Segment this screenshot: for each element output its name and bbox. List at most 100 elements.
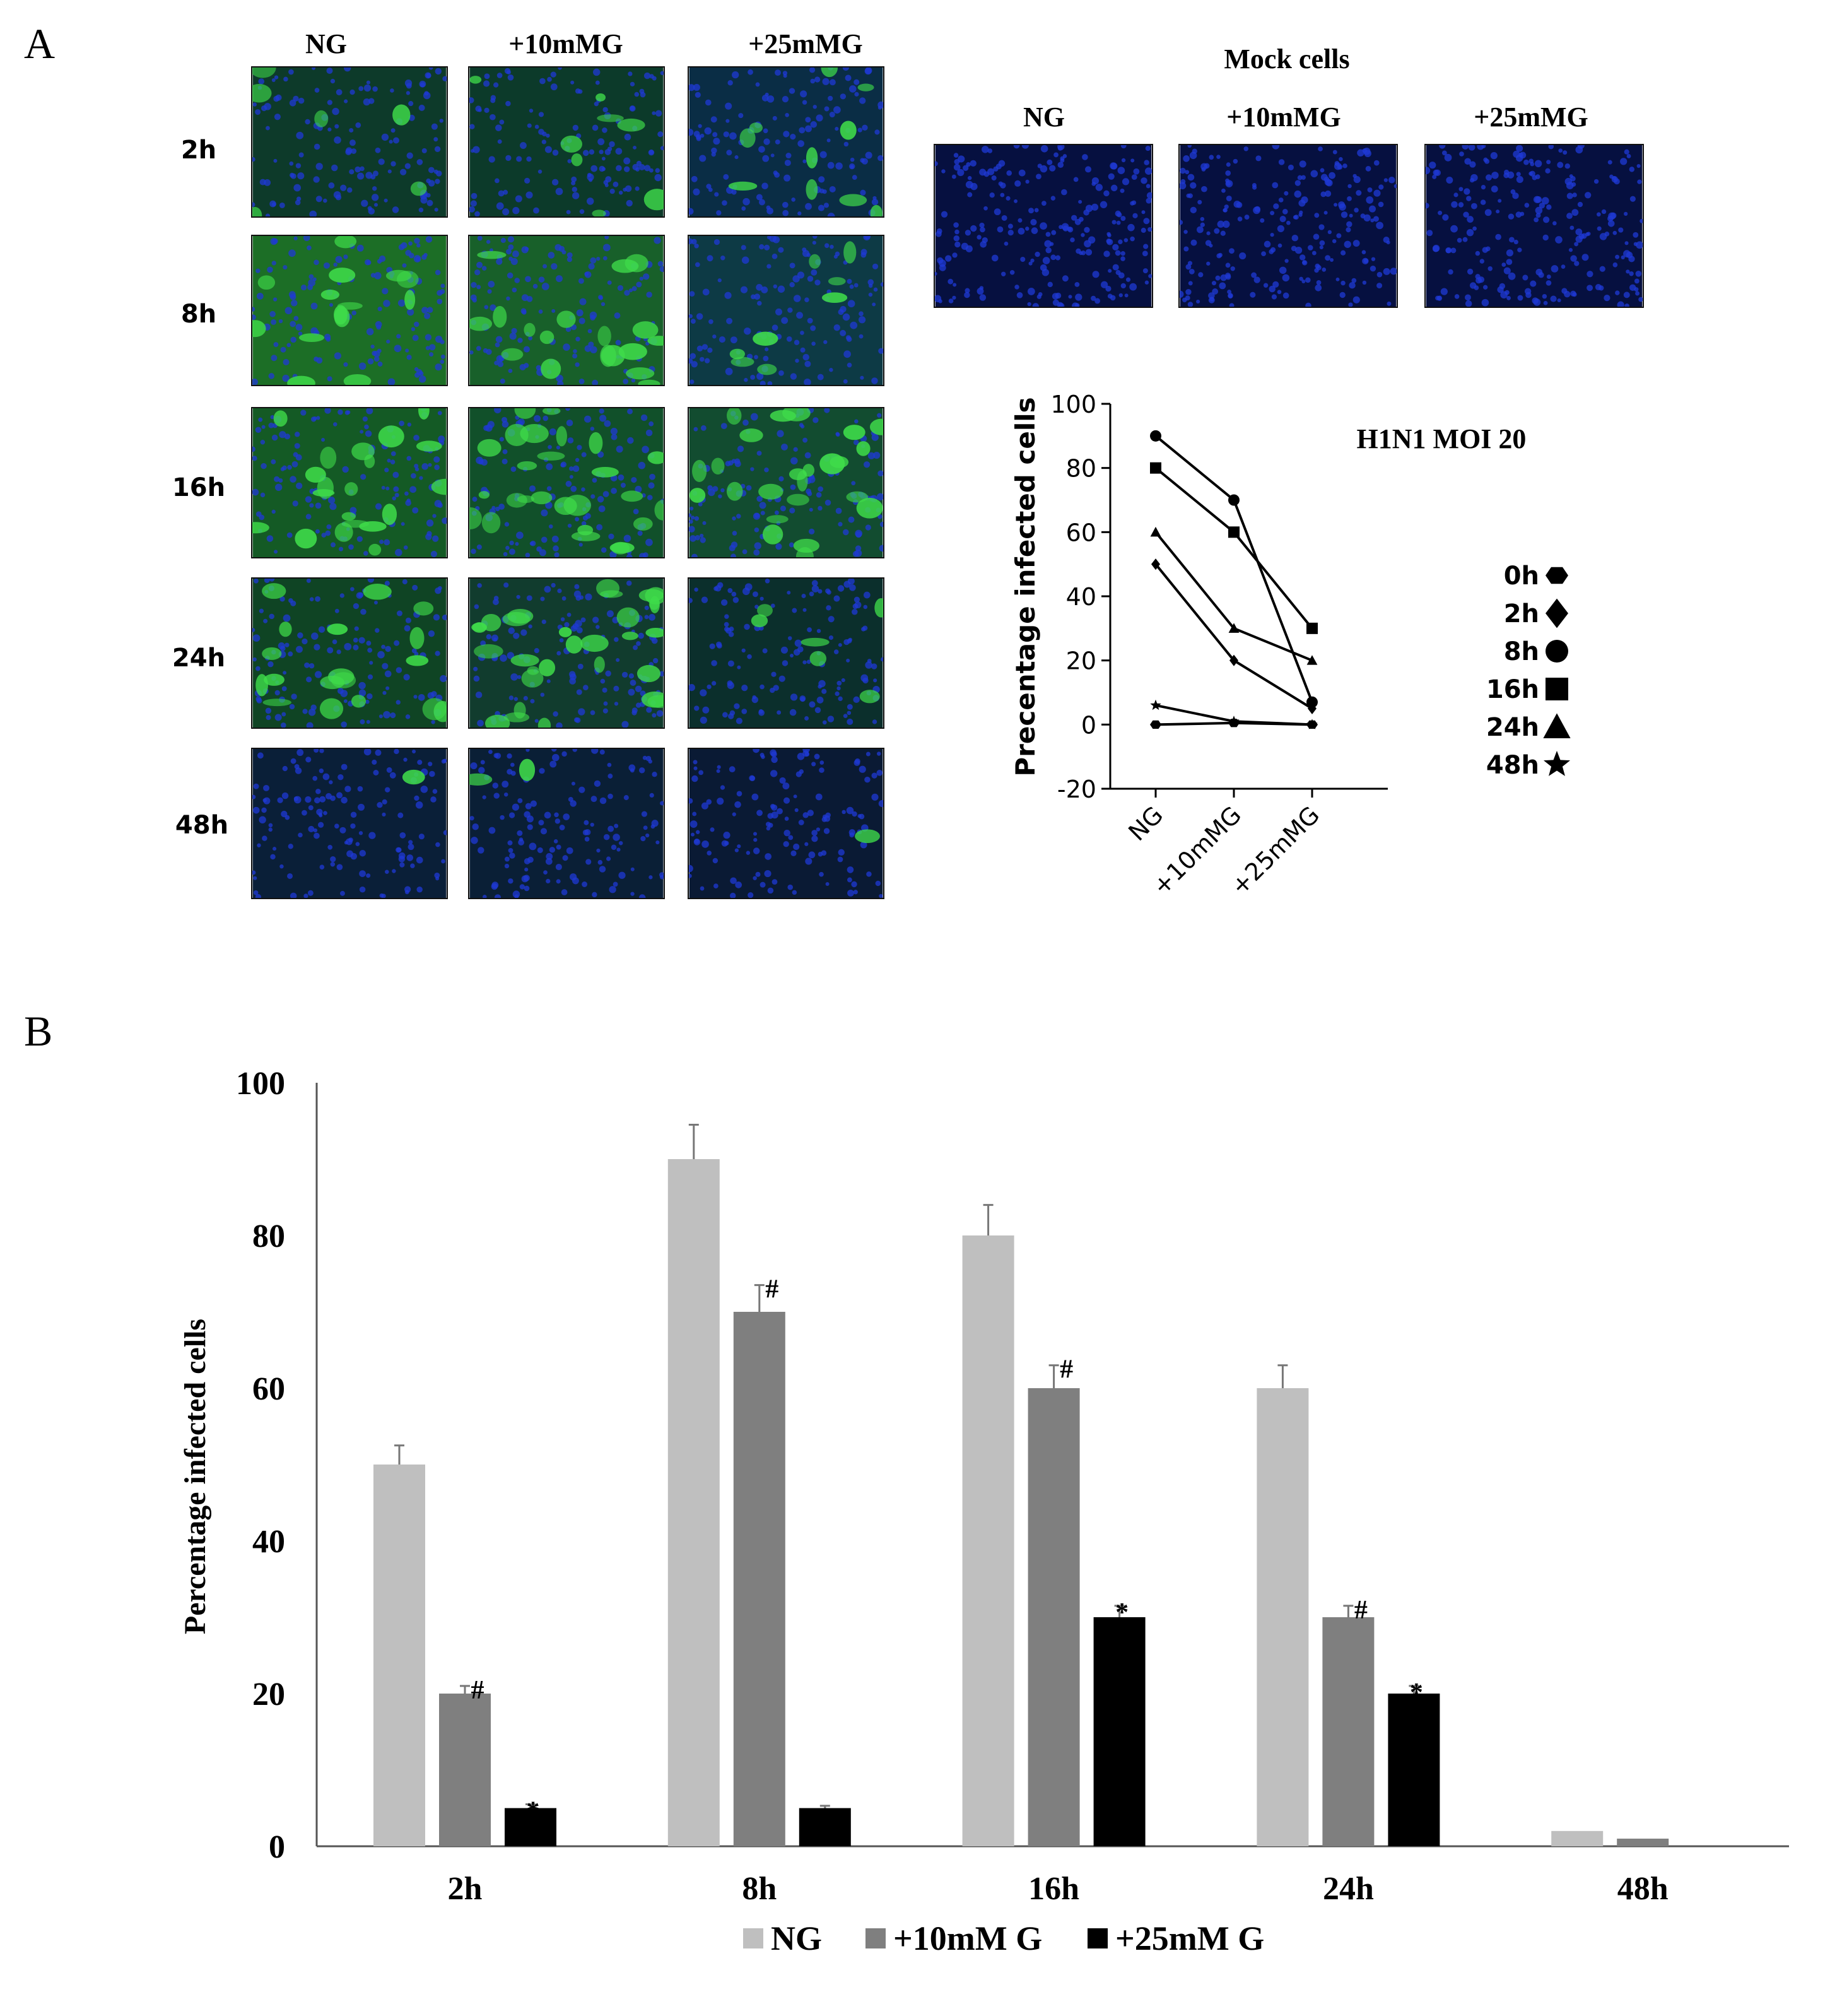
line-legend-label: 2h [1504, 599, 1539, 628]
bar-legend-label: +10mM G [893, 1919, 1042, 1957]
significance-mark: # [1060, 1355, 1073, 1384]
line-chart-y-tick-label: -20 [1057, 775, 1096, 803]
line-chart-x-categories: NG+10mMG+25mMG [1123, 789, 1325, 900]
line-series-24h [1150, 526, 1318, 665]
bar-chart-x-category-label: 48h [1617, 1871, 1669, 1907]
significance-mark: # [1354, 1596, 1368, 1625]
micrograph-48h-ng [251, 748, 448, 899]
mock-col-header-ng: NG [1023, 102, 1065, 133]
bar-8h-series-1 [733, 1312, 785, 1846]
line-series-point [1228, 526, 1240, 538]
bar-16h-series-0 [962, 1235, 1014, 1846]
bar-chart-bars: # * # # * # * [373, 1124, 1669, 1846]
grid-col-header-ng: NG [305, 28, 347, 59]
bar-chart-y-ticks: 0 20 40 60 80 100 [236, 1066, 285, 1865]
bar-chart-x-category-label: 16h [1028, 1871, 1079, 1907]
line-series-point [1150, 430, 1161, 442]
line-series-point [1150, 462, 1161, 474]
significance-mark: # [765, 1275, 778, 1304]
micrograph-24h-ng [251, 577, 448, 729]
line-legend-marker [1546, 640, 1568, 663]
mock-col-header-10mmg: +10mMG [1226, 102, 1341, 133]
micrograph-24h-10mmg [468, 577, 665, 729]
line-legend-marker [1546, 598, 1568, 628]
line-series-point [1306, 622, 1318, 634]
panel-a-letter: A [24, 20, 56, 68]
bar-2h-series-1 [439, 1694, 491, 1846]
bar-chart-y-tick-label: 60 [252, 1371, 285, 1407]
mock-cells-title: Mock cells [1224, 44, 1350, 74]
grid-col-header-10mmg: +10mMG [508, 28, 623, 59]
line-legend-marker [1546, 678, 1568, 700]
line-chart-y-tick-label: 100 [1050, 391, 1096, 418]
line-series-point [1228, 623, 1240, 633]
bar-chart-x-category-label: 2h [448, 1871, 483, 1907]
bar-chart-legend: NG +10mM G +25mM G [743, 1919, 1264, 1957]
micrograph-2h-25mmg [688, 66, 884, 218]
line-legend-marker [1543, 713, 1571, 738]
bar-48h-series-1 [1617, 1838, 1669, 1846]
line-series-48h [1150, 699, 1318, 729]
line-chart-y-tick-label: 80 [1066, 455, 1096, 483]
bar-chart-x-category-label: 24h [1323, 1871, 1374, 1907]
micrograph-24h-25mmg [688, 577, 884, 729]
line-series-2h [1151, 558, 1317, 715]
line-chart-x-category-label: NG [1123, 801, 1168, 846]
significance-mark: * [1115, 1598, 1129, 1627]
line-legend-label: 0h [1504, 562, 1539, 591]
line-legend-marker [1543, 750, 1571, 776]
line-series-point [1228, 716, 1240, 726]
bar-16h-series-1 [1028, 1388, 1080, 1846]
line-series-16h [1150, 462, 1318, 634]
micrograph-8h-ng [251, 235, 448, 386]
line-series-8h [1150, 430, 1318, 708]
bar-24h-series-1 [1322, 1617, 1375, 1846]
grid-row-header-8h: 8h [180, 300, 217, 329]
bar-8h-series-2 [799, 1808, 851, 1846]
bar-chart-y-tick-label: 80 [252, 1218, 285, 1254]
line-chart-legend: 0h 2h 8h 16h 24h 48h [1486, 562, 1571, 780]
line-legend-label: 16h [1486, 675, 1539, 704]
line-chart-y-ticks: -20 0 20 40 60 80 100 [1050, 391, 1110, 803]
significance-mark: # [471, 1676, 484, 1705]
mock-micrograph-ng [934, 144, 1153, 308]
mock-micrograph-25mmg [1424, 144, 1644, 308]
line-series-point [1228, 494, 1240, 506]
line-chart-y-tick-label: 60 [1066, 519, 1096, 546]
bar-8h-series-0 [667, 1159, 720, 1846]
grid-col-header-25mmg: +25mMG [748, 28, 863, 59]
line-series-path [1154, 467, 1313, 630]
bar-2h-series-0 [373, 1465, 425, 1846]
line-series-point [1308, 702, 1317, 715]
bar-legend-swatch [865, 1928, 886, 1948]
bar-chart-y-tick-label: 100 [236, 1066, 285, 1102]
line-legend-label: 48h [1486, 751, 1539, 780]
line-series-point [1150, 720, 1161, 729]
mock-col-header-25mmg: +25mMG [1474, 102, 1588, 133]
line-legend-label: 8h [1504, 637, 1539, 666]
bar-legend-swatch [1088, 1928, 1108, 1948]
panel-b-letter: B [24, 1007, 53, 1055]
micrograph-8h-10mmg [468, 235, 665, 386]
grid-row-header-16h: 16h [172, 473, 226, 502]
line-chart-y-tick-label: 20 [1066, 647, 1096, 675]
bar-16h-series-2 [1093, 1617, 1146, 1846]
line-legend-label: 24h [1486, 713, 1539, 742]
bar-legend-label: NG [771, 1919, 822, 1957]
bar-chart-y-tick-label: 0 [269, 1829, 285, 1865]
line-series-point [1229, 654, 1238, 666]
bar-chart-x-category-label: 8h [742, 1871, 777, 1907]
micrograph-16h-25mmg [688, 407, 884, 558]
bar-chart-y-label: Percentage infected cells [179, 1319, 212, 1634]
bar-legend-label: +25mM G [1115, 1919, 1264, 1957]
micrograph-48h-25mmg [688, 748, 884, 899]
bar-chart: 0 20 40 60 80 100 # * # # * # * 2h 8h 16h 24h 48h NG +10… [179, 1066, 1789, 1957]
line-chart-y-label: Precentage infected cells [1010, 397, 1041, 776]
micrograph-16h-ng [251, 407, 448, 558]
line-series-point [1151, 558, 1160, 570]
line-chart: -20 0 20 40 60 80 100 NG+10mMG+25mMG 0h 2h 8h 16h… [1010, 391, 1571, 900]
micrograph-16h-10mmg [468, 407, 665, 558]
micrograph-2h-10mmg [468, 66, 665, 218]
line-chart-title: H1N1 MOI 20 [1357, 423, 1527, 454]
grid-row-header-48h: 48h [175, 811, 229, 840]
